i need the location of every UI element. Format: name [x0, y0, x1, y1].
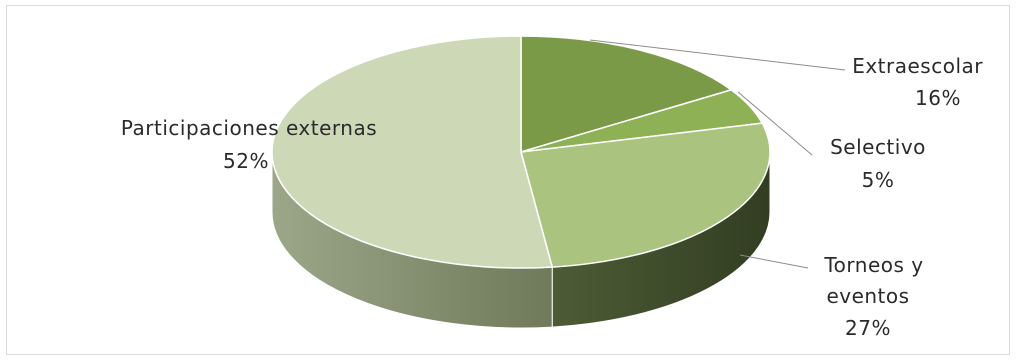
slice-label-name-line2: eventos	[826, 284, 909, 308]
slice-label-extraescolar: Extraescolar 16%	[852, 54, 983, 110]
leader-torneos	[739, 254, 809, 269]
slice-label-value: 27%	[845, 316, 891, 340]
slice-participaciones-externas	[271, 35, 554, 269]
slice-label-name: Participaciones externas	[121, 116, 377, 140]
slice-extraescolar	[520, 35, 733, 154]
slice-label-torneos: Torneos y eventos 27%	[823, 253, 923, 340]
slice-label-name: Selectivo	[830, 135, 926, 159]
slice-label-selectivo: Selectivo 5%	[830, 135, 926, 192]
slice-label-name-line1: Torneos y	[823, 253, 923, 277]
pie-tops	[271, 35, 771, 269]
slice-torneos-y-eventos	[520, 122, 771, 268]
leader-lines	[589, 39, 846, 269]
slice-label-value: 16%	[915, 86, 961, 110]
leader-extraescolar	[589, 39, 846, 71]
slice-label-value: 52%	[223, 149, 269, 173]
slice-label-name: Extraescolar	[852, 54, 983, 78]
slice-label-value: 5%	[862, 168, 895, 192]
leader-selectivo	[737, 91, 813, 156]
slice-label-participaciones: Participaciones externas 52%	[121, 116, 377, 173]
